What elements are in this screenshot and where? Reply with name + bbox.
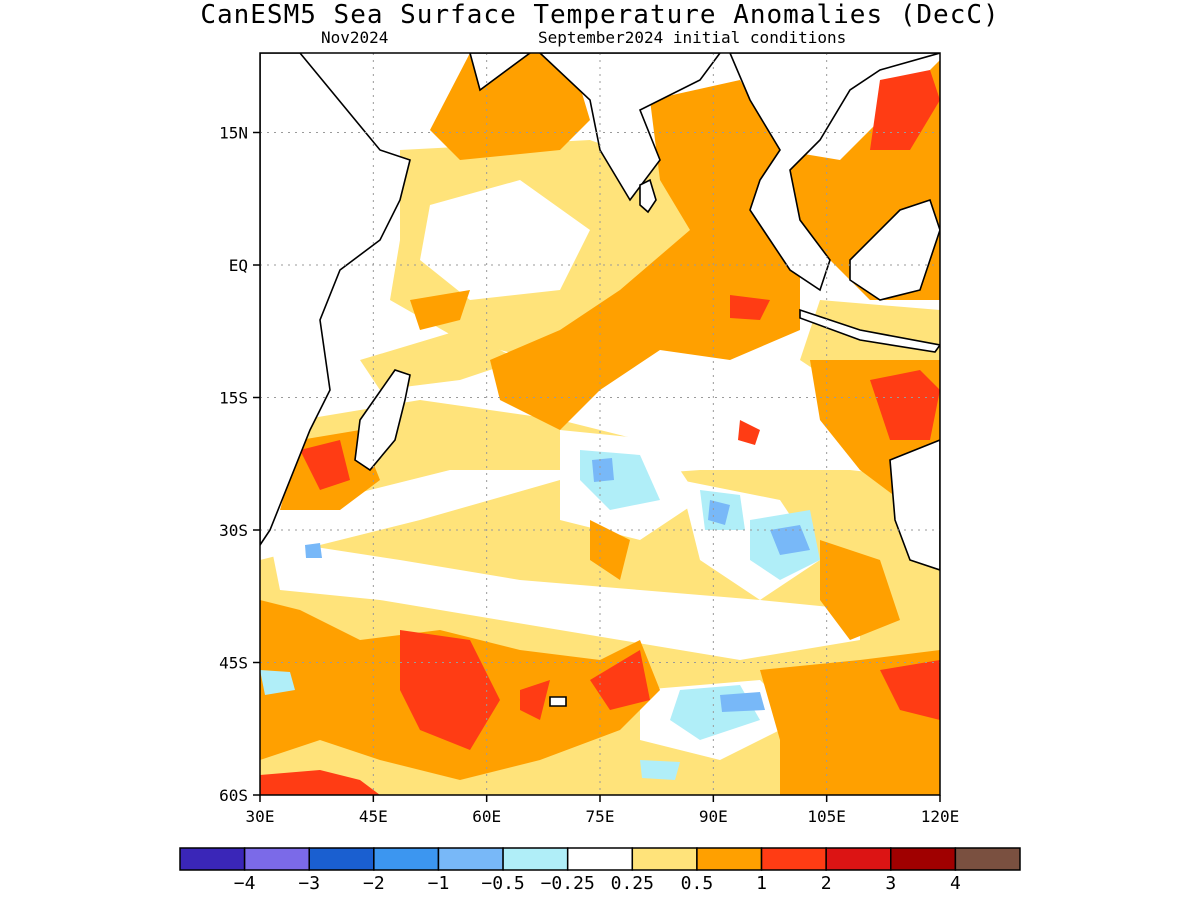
lon-tick-label: 120E (921, 807, 960, 826)
colorbar-label: −3 (298, 873, 320, 894)
map-title: CanESM5 Sea Surface Temperature Anomalie… (200, 0, 1000, 30)
colorbar (179, 847, 1021, 871)
map-grid (260, 53, 940, 795)
lon-tick-label: 30E (246, 807, 275, 826)
lon-tick-label: 60E (472, 807, 501, 826)
colorbar-label: −4 (234, 873, 256, 894)
lat-tick-label: 45S (219, 654, 248, 673)
colorbar-swatch (373, 847, 440, 871)
colorbar-swatch (566, 847, 634, 871)
colorbar-label: −0.5 (481, 873, 524, 894)
colorbar-swatch (825, 847, 892, 871)
anomaly-band-1-2 (260, 70, 940, 795)
colorbar-swatch (760, 847, 827, 871)
lat-tick-label: EQ (229, 256, 248, 275)
colorbar-label: 0.5 (681, 873, 714, 894)
colorbar-swatch (243, 847, 310, 871)
colorbar-label: 2 (821, 873, 832, 894)
colorbar-label: −1 (428, 873, 450, 894)
lat-tick-label: 60S (219, 786, 248, 805)
initial-conditions-label: September2024 initial conditions (538, 28, 847, 47)
latitude-axis: 15N EQ 15S 30S 45S 60S (219, 124, 260, 805)
lon-tick-label: 90E (699, 807, 728, 826)
colorbar-label: 3 (885, 873, 896, 894)
colorbar-swatch (954, 847, 1021, 871)
longitude-axis: 30E 45E 60E 75E 90E 105E 120E (246, 795, 960, 826)
colorbar-label: 4 (950, 873, 961, 894)
lat-tick-label: 30S (219, 521, 248, 540)
lat-tick-label: 15N (219, 124, 248, 143)
colorbar-label: −2 (363, 873, 385, 894)
anomaly-band-neg-1-neg-0.5 (305, 458, 810, 712)
colorbar-labels: −4 −3 −2 −1 −0.5 −0.25 0.25 0.5 1 2 3 4 (234, 873, 961, 894)
colorbar-swatch (890, 847, 957, 871)
lon-tick-label: 45E (359, 807, 388, 826)
forecast-month: Nov2024 (321, 28, 389, 47)
colorbar-swatch (502, 847, 569, 871)
colorbar-label: −0.25 (541, 873, 595, 894)
colorbar-swatch (631, 847, 698, 871)
colorbar-label: 1 (756, 873, 767, 894)
land-outline (260, 53, 940, 707)
lon-tick-label: 75E (586, 807, 615, 826)
lon-tick-label: 105E (807, 807, 846, 826)
map-field (260, 53, 940, 795)
colorbar-swatch (696, 847, 763, 871)
colorbar-label: 0.25 (611, 873, 654, 894)
colorbar-swatch (437, 847, 504, 871)
colorbar-swatch (179, 847, 246, 871)
lat-tick-label: 15S (219, 389, 248, 408)
colorbar-swatch (308, 847, 375, 871)
